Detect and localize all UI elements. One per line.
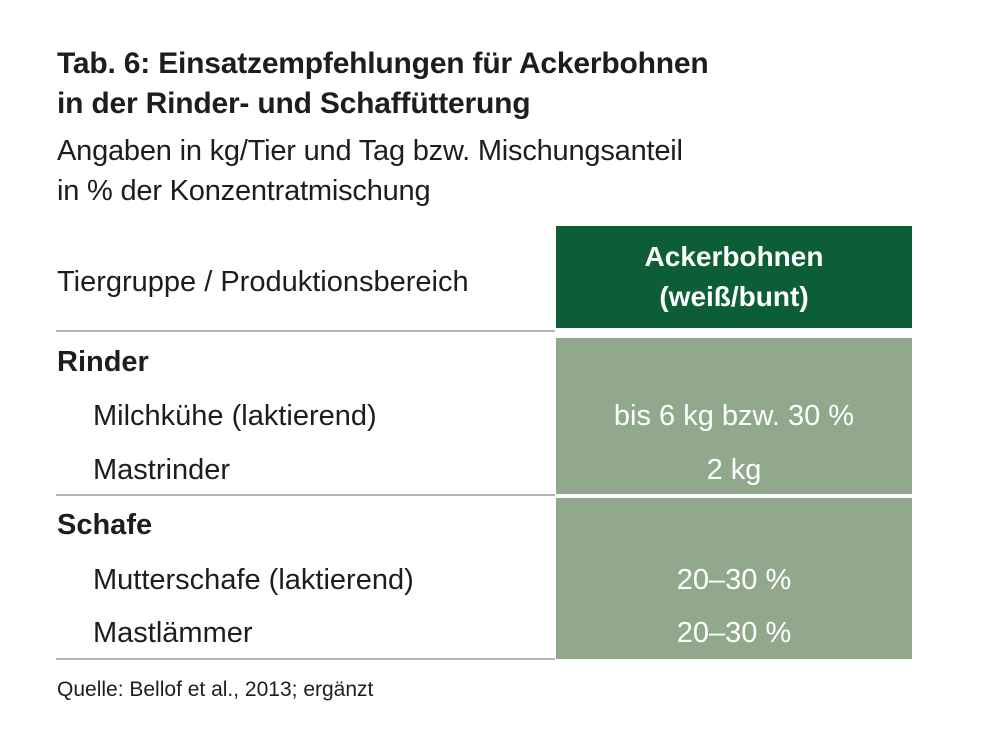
row-label-milchkuehe: Milchkühe (laktierend) xyxy=(93,400,377,432)
title-line-2: in der Rinder- und Schaffütterung xyxy=(57,87,531,120)
subtitle-line-2: in % der Konzentratmischung xyxy=(57,175,431,207)
row-value-mutterschafe: 20–30 % xyxy=(676,564,792,596)
value-block-schafe xyxy=(556,498,912,659)
header-divider xyxy=(56,330,555,332)
row-value-mastlaemmer: 20–30 % xyxy=(676,617,792,649)
category-schafe: Schafe xyxy=(57,509,153,541)
category-rinder: Rinder xyxy=(57,346,149,378)
row-value-milchkuehe: bis 6 kg bzw. 30 % xyxy=(613,400,855,432)
value-block-rinder xyxy=(556,338,912,494)
table-title: Tab. 6: Einsatzempfehlungen für Ackerboh… xyxy=(57,44,937,124)
row-label-mutterschafe: Mutterschafe (laktierend) xyxy=(93,564,414,596)
subtitle-line-1: Angaben in kg/Tier und Tag bzw. Mischung… xyxy=(57,135,683,167)
title-line-1: Tab. 6: Einsatzempfehlungen für Ackerboh… xyxy=(57,47,709,80)
header-right-line-2: (weiß/bunt) xyxy=(659,281,809,312)
group-divider xyxy=(56,494,555,496)
source-note: Quelle: Bellof et al., 2013; ergänzt xyxy=(57,678,374,701)
bottom-divider xyxy=(56,658,555,660)
row-value-mastrinder: 2 kg xyxy=(706,454,762,486)
header-left: Tiergruppe / Produktionsbereich xyxy=(57,266,469,298)
row-label-mastlaemmer: Mastlämmer xyxy=(93,617,253,649)
row-label-mastrinder: Mastrinder xyxy=(93,454,230,486)
table-subtitle: Angaben in kg/Tier und Tag bzw. Mischung… xyxy=(57,131,937,211)
header-right-line-1: Ackerbohnen xyxy=(644,241,824,272)
header-right: Ackerbohnen (weiß/bunt) xyxy=(556,226,912,328)
